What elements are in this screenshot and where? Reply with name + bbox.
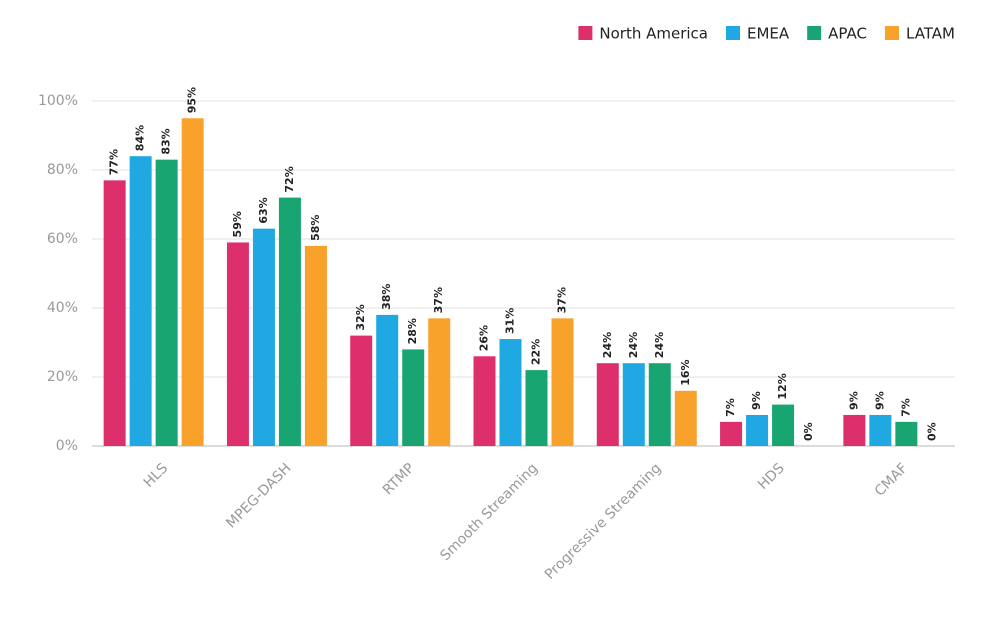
value-label: 32%	[354, 304, 367, 330]
bar	[181, 118, 204, 446]
value-label: 38%	[380, 284, 393, 310]
y-tick-label: 80%	[47, 162, 78, 178]
bar	[720, 421, 743, 446]
y-tick-label: 20%	[47, 369, 78, 385]
x-tick-label: RTMP	[380, 460, 418, 498]
value-label: 16%	[679, 359, 692, 385]
legend-label: North America	[599, 25, 708, 43]
x-tick-label: CMAF	[872, 460, 911, 499]
bar	[525, 370, 548, 446]
legend-swatch	[885, 26, 899, 40]
bar	[746, 414, 769, 446]
value-label: 9%	[873, 391, 886, 410]
value-label: 26%	[478, 325, 491, 351]
legend-label: APAC	[828, 25, 867, 43]
bar	[278, 197, 301, 446]
bar	[155, 159, 178, 446]
bar	[473, 356, 496, 446]
x-tick-label: HDS	[755, 460, 788, 493]
value-label: 7%	[899, 398, 912, 417]
bar	[402, 349, 425, 446]
y-tick-label: 60%	[47, 231, 78, 247]
bar	[843, 414, 866, 446]
legend-swatch	[726, 26, 740, 40]
value-label: 31%	[504, 308, 517, 334]
bar	[304, 245, 327, 446]
bar	[428, 318, 451, 446]
value-label: 37%	[556, 287, 569, 313]
x-tick-label: Smooth Streaming	[437, 460, 541, 564]
legend-label: EMEA	[747, 25, 790, 43]
legend-swatch	[578, 26, 593, 40]
bar	[252, 228, 275, 446]
value-label: 83%	[160, 128, 173, 154]
value-label: 37%	[432, 287, 445, 313]
value-label: 7%	[724, 398, 737, 417]
value-label: 22%	[530, 339, 543, 365]
value-label: 95%	[186, 87, 199, 113]
bar	[129, 156, 152, 446]
value-label: 58%	[309, 215, 322, 241]
bar	[551, 318, 574, 446]
bar	[674, 390, 697, 446]
value-label: 63%	[257, 197, 270, 223]
bar	[350, 335, 373, 446]
y-tick-label: 0%	[56, 438, 78, 454]
x-tick-label: HLS	[141, 460, 172, 491]
value-label: 72%	[283, 166, 296, 192]
legend: North America EMEA APAC LATAM	[578, 25, 955, 43]
value-label: 24%	[601, 332, 614, 358]
bar	[772, 404, 795, 446]
bar	[622, 363, 645, 446]
bar	[596, 363, 619, 446]
bar	[499, 339, 522, 446]
value-label: 12%	[776, 373, 789, 399]
value-label: 0%	[802, 422, 815, 441]
value-label: 9%	[847, 391, 860, 410]
value-label: 77%	[108, 149, 121, 175]
value-label: 28%	[406, 318, 419, 344]
value-label: 0%	[925, 422, 938, 441]
legend-swatch	[807, 26, 822, 40]
legend-label: LATAM	[906, 25, 955, 43]
bar	[895, 421, 918, 446]
bar	[648, 363, 671, 446]
value-label: 9%	[750, 391, 763, 410]
y-tick-label: 100%	[38, 93, 78, 109]
bar	[869, 414, 892, 446]
value-label: 24%	[653, 332, 666, 358]
bar	[103, 180, 126, 446]
value-label: 24%	[627, 332, 640, 358]
bar	[226, 242, 249, 446]
x-tick-label: Progressive Streaming	[542, 460, 665, 583]
y-tick-label: 40%	[47, 300, 78, 316]
bar	[376, 314, 399, 446]
x-tick-label: MPEG-DASH	[223, 460, 294, 531]
value-label: 59%	[231, 211, 244, 237]
value-label: 84%	[134, 125, 147, 151]
